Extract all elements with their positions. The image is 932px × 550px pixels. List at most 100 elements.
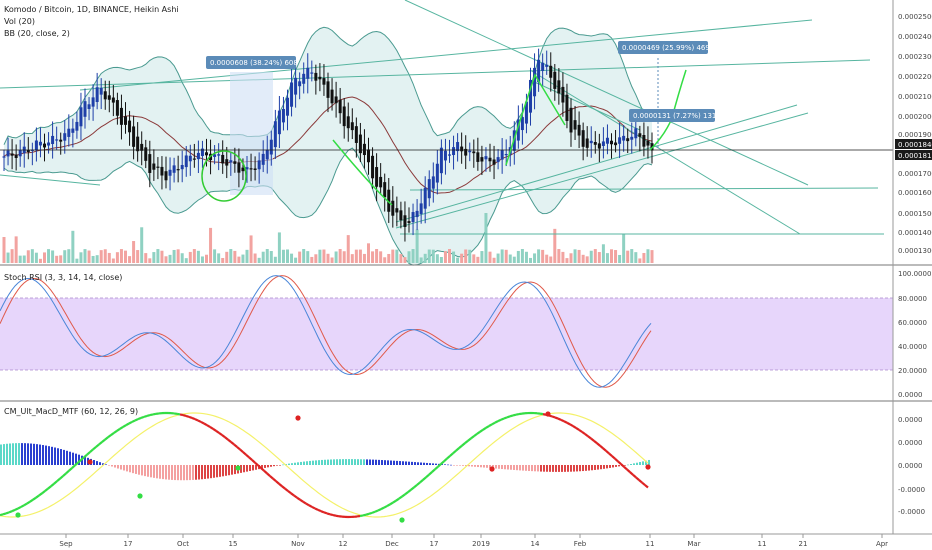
volume-bar <box>128 256 132 263</box>
macd-hist-bar <box>531 465 533 472</box>
main-price-pane[interactable]: 0.0000608 (38.24%) 608 0.0000469 (25.99%… <box>0 0 893 266</box>
macd-hist-bar <box>594 465 596 470</box>
candle-body <box>504 154 508 156</box>
macd-hist-bar <box>78 454 80 465</box>
macd-segment <box>299 498 304 503</box>
macd-segment <box>614 457 619 463</box>
macd-segment <box>572 425 577 429</box>
macd-hist-bar <box>120 465 122 470</box>
volume-bar <box>156 249 160 263</box>
macd-hist-bar <box>153 465 155 478</box>
macd-legend: CM_Ult_MacD_MTF (60, 12, 26, 9) <box>4 407 138 416</box>
annotation-2[interactable]: 0.0000469 (25.99%) 469 <box>618 41 710 54</box>
candle-body <box>593 141 597 145</box>
volume-bar <box>520 249 524 263</box>
up-leg-highlight <box>505 73 566 166</box>
annotation-1[interactable]: 0.0000608 (38.24%) 608 <box>206 56 298 69</box>
macd-segment <box>143 414 148 418</box>
stoch-tick-label: 100.0000 <box>898 270 931 278</box>
volume-bars <box>2 213 654 263</box>
macd-segment <box>32 496 37 501</box>
macd-segment <box>41 490 46 495</box>
time-axis[interactable]: Sep 17 Oct 15 Nov 12 Dec 17 2019 14 Feb 11 Mar 11 21 Ap… <box>0 533 932 548</box>
macd-segment <box>401 493 406 498</box>
macd-hist-bar <box>375 459 377 465</box>
macd-segment <box>308 504 313 508</box>
macd-hist-bar <box>537 465 539 472</box>
macd-hist-bar <box>336 459 338 465</box>
macd-segment <box>431 468 436 473</box>
candle-body <box>47 142 51 146</box>
volume-bar <box>427 249 431 263</box>
macd-hist-bar <box>105 464 107 465</box>
macd-segment <box>452 449 457 455</box>
candle-body <box>229 160 233 163</box>
candle-body <box>290 82 294 107</box>
volume-bar <box>581 254 585 263</box>
candle-body <box>358 134 362 154</box>
macd-segment <box>296 496 301 501</box>
stoch-rsi-pane[interactable]: Stoch RSI (3, 3, 14, 14, close) <box>0 273 893 388</box>
macd-hist-bar <box>513 465 515 470</box>
volume-bar <box>577 249 581 263</box>
volume-bar <box>533 253 537 263</box>
candle-body <box>119 107 123 125</box>
macd-segment <box>383 505 388 509</box>
bollinger-legend: BB (20, close, 2) <box>4 29 70 38</box>
macd-hist-bar <box>225 465 227 476</box>
macd-segment <box>23 502 28 507</box>
macd-segment <box>83 453 88 459</box>
annotation-3[interactable]: 0.0000131 (7.27%) 131 <box>629 109 716 122</box>
candle-body <box>545 64 549 67</box>
macd-pane[interactable]: CM_Ult_MacD_MTF (60, 12, 26, 9) <box>0 407 651 523</box>
macd-hist-bar <box>324 459 326 465</box>
macd-segment <box>140 415 145 419</box>
macd-segment <box>68 467 73 472</box>
volume-bar <box>241 254 245 263</box>
candle-body <box>51 135 55 145</box>
volume-bar <box>557 249 561 263</box>
candle-body <box>630 136 634 140</box>
candle-body <box>638 133 642 137</box>
macd-cross-dot <box>235 465 241 471</box>
macd-segment <box>242 451 247 456</box>
macd-segment <box>284 487 289 492</box>
volume-bar <box>273 256 277 263</box>
macd-hist-bar <box>210 465 212 479</box>
candle-body <box>452 147 456 156</box>
macd-segment <box>203 422 208 427</box>
candle-body <box>71 128 75 133</box>
macd-hist-bar <box>183 465 185 481</box>
candle-body <box>172 165 176 173</box>
candle-body <box>362 143 366 156</box>
volume-bar <box>512 256 516 263</box>
macd-hist-bar <box>444 464 446 465</box>
candle-body <box>310 72 314 74</box>
volume-bar <box>593 249 597 263</box>
candle-body <box>626 138 630 142</box>
volume-bar <box>610 249 613 263</box>
candle-body <box>322 78 326 85</box>
macd-segment <box>611 455 616 460</box>
candle-body <box>395 208 399 213</box>
candle-body <box>265 149 269 160</box>
trend-lines[interactable] <box>0 0 884 235</box>
candle-body <box>610 140 613 145</box>
volume-bar <box>516 250 520 263</box>
price-marker-1: 0.0001846 <box>895 139 932 149</box>
macd-tick-label: 0.0000 <box>898 416 923 424</box>
macd-segment <box>125 422 130 427</box>
volume-bar <box>14 236 18 263</box>
candle-body <box>443 150 447 161</box>
macd-hist-bar <box>75 453 77 465</box>
candle-body <box>415 210 419 218</box>
candle-body <box>63 133 67 141</box>
volume-bar <box>415 229 419 263</box>
annotation-3-text: 0.0000131 (7.27%) 131 <box>633 112 716 120</box>
volume-bar <box>91 255 95 263</box>
macd-hist-bar <box>495 465 497 469</box>
